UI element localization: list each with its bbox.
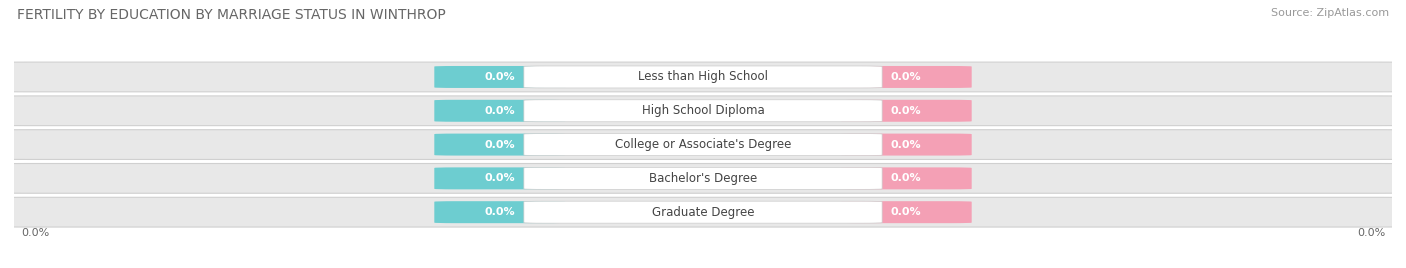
FancyBboxPatch shape (0, 62, 1406, 92)
Text: 0.0%: 0.0% (891, 106, 921, 116)
Text: Graduate Degree: Graduate Degree (652, 206, 754, 219)
FancyBboxPatch shape (524, 100, 882, 122)
FancyBboxPatch shape (434, 100, 565, 122)
FancyBboxPatch shape (841, 201, 972, 223)
Text: Less than High School: Less than High School (638, 70, 768, 83)
Text: High School Diploma: High School Diploma (641, 104, 765, 117)
Text: 0.0%: 0.0% (485, 72, 515, 82)
Text: 0.0%: 0.0% (891, 140, 921, 150)
FancyBboxPatch shape (524, 133, 882, 155)
Text: 0.0%: 0.0% (891, 173, 921, 183)
FancyBboxPatch shape (0, 163, 1406, 193)
Legend: Married, Unmarried: Married, Unmarried (612, 267, 794, 268)
FancyBboxPatch shape (0, 130, 1406, 159)
Text: 0.0%: 0.0% (891, 72, 921, 82)
FancyBboxPatch shape (434, 66, 565, 88)
FancyBboxPatch shape (0, 197, 1406, 227)
FancyBboxPatch shape (841, 168, 972, 189)
Text: 0.0%: 0.0% (21, 228, 49, 238)
FancyBboxPatch shape (841, 133, 972, 155)
FancyBboxPatch shape (524, 168, 882, 189)
Text: College or Associate's Degree: College or Associate's Degree (614, 138, 792, 151)
Text: Source: ZipAtlas.com: Source: ZipAtlas.com (1271, 8, 1389, 18)
FancyBboxPatch shape (841, 66, 972, 88)
FancyBboxPatch shape (524, 66, 882, 88)
FancyBboxPatch shape (0, 96, 1406, 126)
Text: Bachelor's Degree: Bachelor's Degree (650, 172, 756, 185)
FancyBboxPatch shape (434, 133, 565, 155)
Text: 0.0%: 0.0% (891, 207, 921, 217)
Text: 0.0%: 0.0% (1357, 228, 1385, 238)
Text: FERTILITY BY EDUCATION BY MARRIAGE STATUS IN WINTHROP: FERTILITY BY EDUCATION BY MARRIAGE STATU… (17, 8, 446, 22)
FancyBboxPatch shape (841, 100, 972, 122)
FancyBboxPatch shape (434, 168, 565, 189)
Text: 0.0%: 0.0% (485, 140, 515, 150)
Text: 0.0%: 0.0% (485, 106, 515, 116)
Text: 0.0%: 0.0% (485, 173, 515, 183)
FancyBboxPatch shape (524, 201, 882, 223)
FancyBboxPatch shape (434, 201, 565, 223)
Text: 0.0%: 0.0% (485, 207, 515, 217)
